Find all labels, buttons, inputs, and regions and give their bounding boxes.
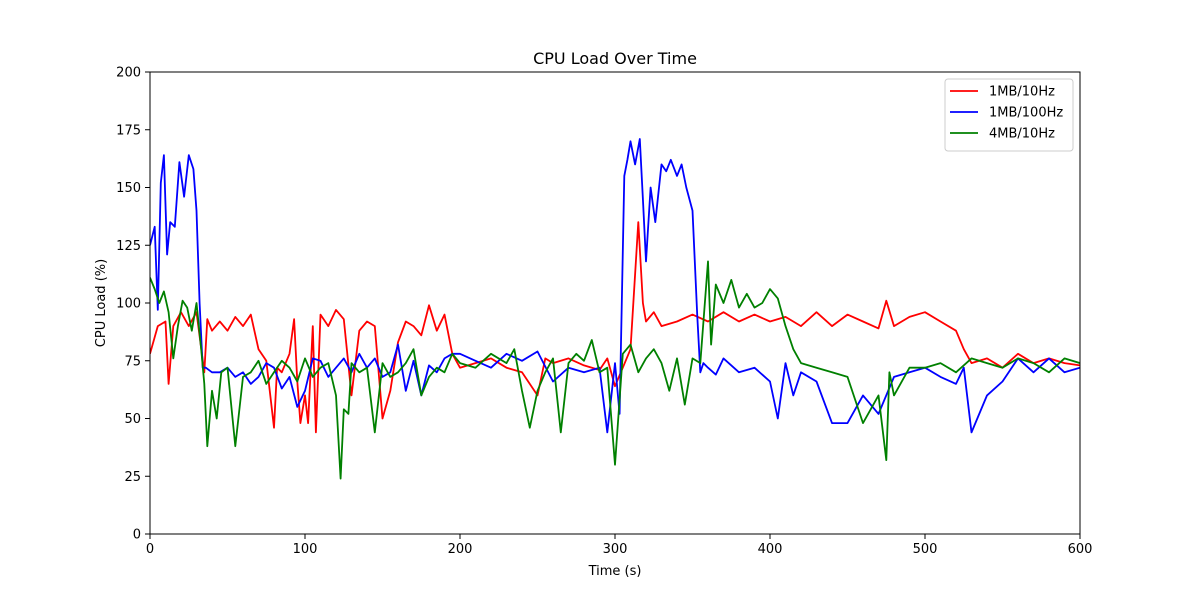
- y-tick-label-4: 100: [116, 297, 141, 312]
- y-tick-label-6: 150: [116, 181, 141, 196]
- y-tick-label-2: 50: [124, 412, 141, 427]
- legend-label-2: 4MB/10Hz: [989, 127, 1055, 142]
- plot-area: [150, 138, 1080, 480]
- x-tick-label-0: 0: [146, 542, 154, 557]
- x-tick-label-2: 200: [448, 542, 473, 557]
- y-tick-label-3: 75: [124, 354, 141, 369]
- x-axis-label: Time (s): [588, 564, 642, 579]
- y-tick-label-0: 0: [133, 528, 141, 543]
- y-axis-label: CPU Load (%): [94, 259, 109, 347]
- legend: 1MB/10Hz 1MB/100Hz 4MB/10Hz: [944, 78, 1074, 152]
- y-tick-label-7: 175: [116, 123, 141, 138]
- y-tick-label-5: 125: [116, 239, 141, 254]
- x-tick-label-3: 300: [603, 542, 628, 557]
- x-tick-label-6: 600: [1068, 542, 1093, 557]
- x-tick-label-5: 500: [913, 542, 938, 557]
- y-tick-label-1: 25: [124, 470, 141, 485]
- axes: 0 100 200 300 400 500 600 0 25 50 75 100 125 150 175 20…: [116, 66, 1092, 558]
- chart-title: CPU Load Over Time: [533, 49, 697, 68]
- legend-label-1: 1MB/100Hz: [989, 106, 1063, 121]
- x-tick-label-1: 100: [293, 542, 318, 557]
- x-tick-label-4: 400: [758, 542, 783, 557]
- y-tick-label-8: 200: [116, 66, 141, 81]
- series-line-2: [150, 260, 1080, 480]
- legend-label-0: 1MB/10Hz: [989, 85, 1055, 100]
